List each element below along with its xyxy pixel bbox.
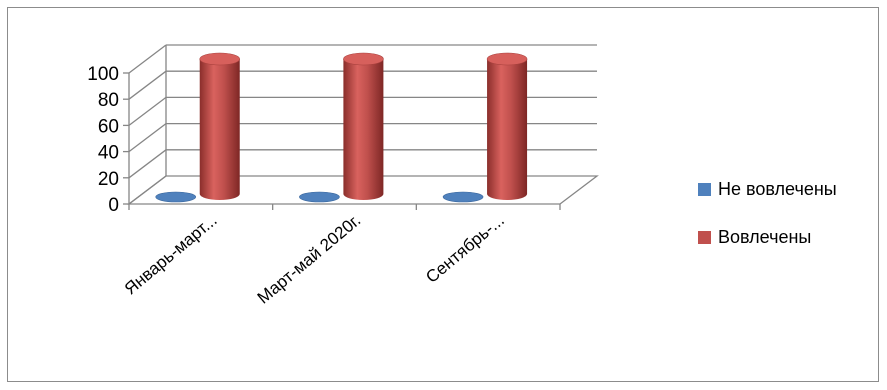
x-category-label: Сентябрь-...	[422, 211, 508, 287]
bar-involved-top	[343, 52, 384, 66]
legend-swatch-not-involved	[698, 182, 711, 196]
bar-involved-top	[486, 52, 528, 66]
bar-not-involved	[442, 191, 484, 203]
legend-item-involved: Вовлечены	[698, 226, 837, 248]
side-wall-gridline	[128, 149, 167, 179]
side-wall-gridline	[128, 123, 167, 153]
y-tick-label: 60	[98, 116, 119, 137]
y-tick-label: 40	[98, 143, 119, 164]
bar-involved-top	[199, 52, 241, 66]
y-tick-label: 80	[98, 90, 119, 111]
y-tick-label: 20	[98, 169, 119, 190]
chart-marks	[155, 52, 528, 203]
y-tick-label: 100	[87, 64, 119, 85]
x-category-label: Март-май 2020г.	[254, 211, 365, 308]
chart-plot: 0 20 40 60 80 100 Январь-март... Март-май 2020…	[87, 44, 599, 308]
x-category-label: Январь-март...	[121, 211, 221, 299]
y-tick-label: 0	[108, 195, 119, 216]
side-wall-gridline	[128, 70, 167, 100]
legend-item-not-involved: Не вовлечены	[698, 178, 837, 200]
bar-involved	[343, 59, 384, 200]
bar-involved	[199, 59, 240, 200]
bar-not-involved	[155, 191, 197, 203]
side-wall-gridline	[128, 96, 167, 126]
side-wall-gridline	[128, 44, 167, 74]
chart-frame: 0 20 40 60 80 100 Январь-март... Март-май 2020…	[7, 7, 879, 382]
bar-involved	[487, 59, 528, 200]
legend-label-not-involved: Не вовлечены	[718, 178, 837, 199]
legend-label-involved: Вовлечены	[718, 226, 812, 247]
bar-not-involved	[299, 191, 340, 203]
chart-legend: Не вовлечены Вовлечены	[698, 178, 837, 274]
x-axis-categories: Январь-март... Март-май 2020г. Сентябрь-..…	[121, 211, 508, 308]
legend-swatch-involved	[698, 230, 711, 244]
y-axis-ticks: 0 20 40 60 80 100	[87, 64, 119, 216]
